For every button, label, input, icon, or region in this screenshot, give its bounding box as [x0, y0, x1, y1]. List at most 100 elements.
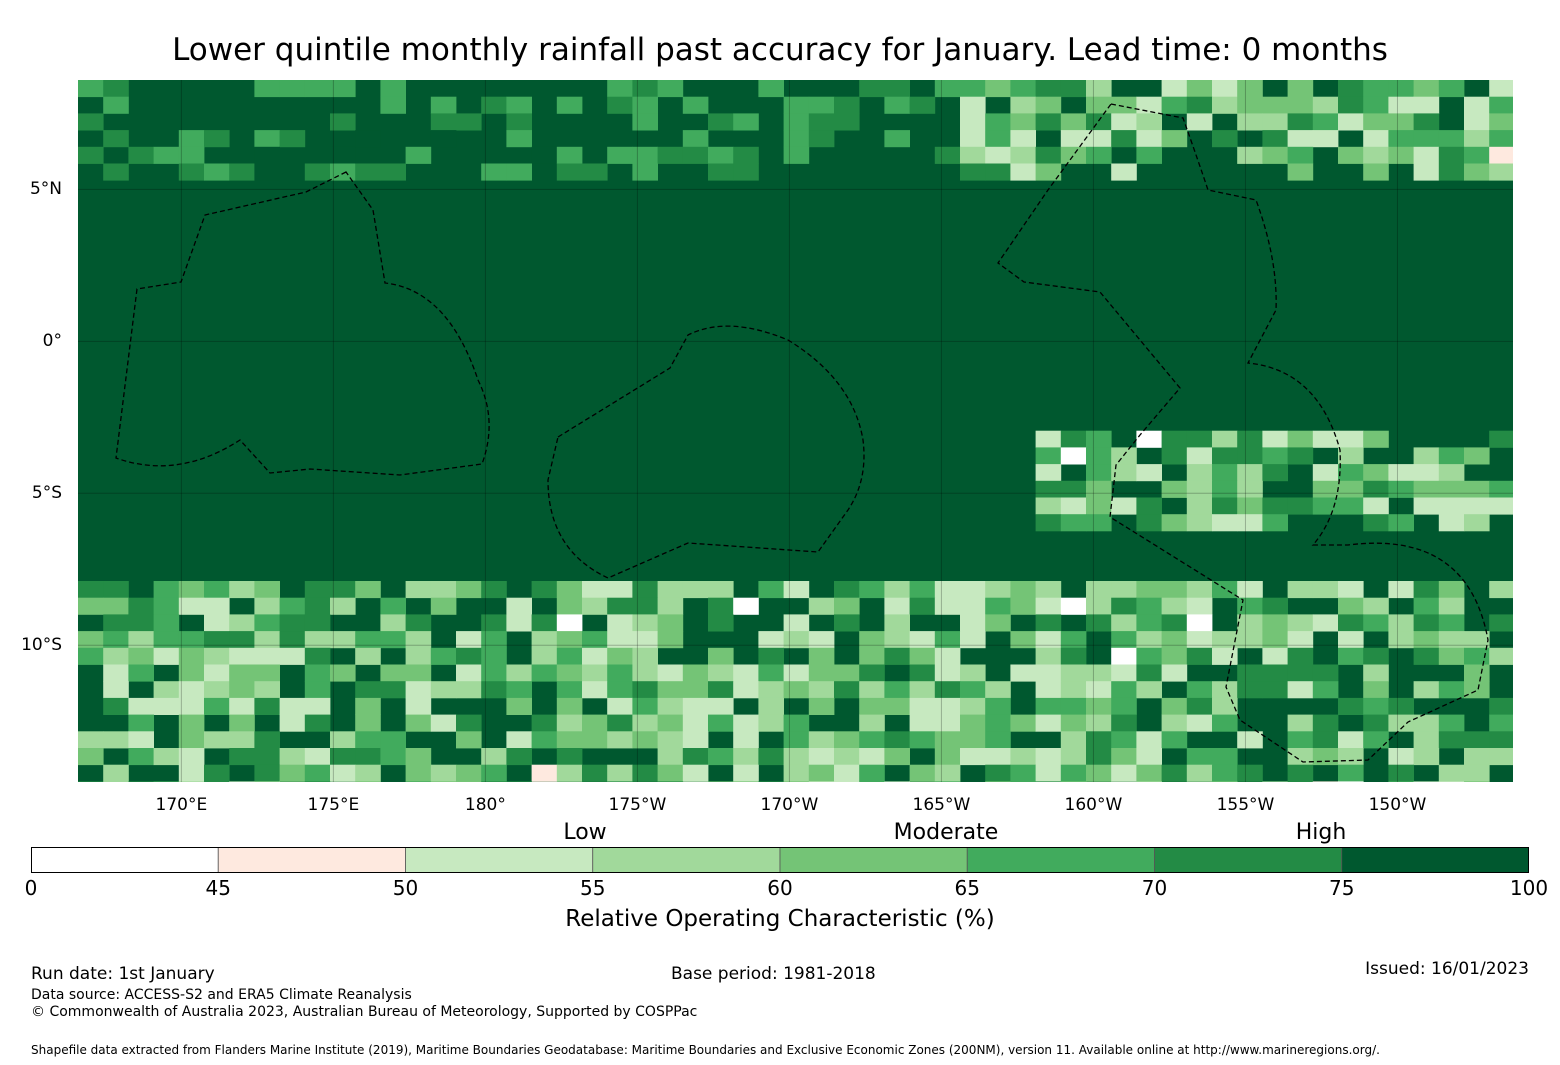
accuracy-cell [380, 163, 406, 181]
accuracy-cell [405, 714, 432, 732]
accuracy-cell [1212, 80, 1238, 98]
accuracy-cell [834, 581, 860, 599]
accuracy-cell [1086, 130, 1112, 148]
accuracy-cell [304, 80, 331, 98]
accuracy-cell [481, 614, 507, 632]
accuracy-cell [1312, 130, 1339, 148]
accuracy-cell [1161, 647, 1188, 665]
accuracy-cell [128, 664, 154, 682]
accuracy-cell [1388, 146, 1414, 164]
accuracy-cell [556, 146, 583, 164]
accuracy-cell [632, 714, 658, 732]
accuracy-cell [330, 597, 356, 615]
accuracy-cell [884, 631, 910, 649]
accuracy-cell [960, 697, 986, 715]
accuracy-cell [1363, 614, 1389, 632]
accuracy-cell [304, 764, 331, 782]
accuracy-cell [960, 731, 986, 749]
accuracy-cell [1464, 681, 1490, 699]
colorbar-bin [1341, 847, 1529, 873]
accuracy-cell [103, 130, 129, 148]
accuracy-cell [733, 681, 759, 699]
accuracy-cell [1312, 614, 1339, 632]
accuracy-cell [808, 731, 835, 749]
accuracy-cell [1111, 714, 1137, 732]
shapefile-credit: Shapefile data extracted from Flanders M… [31, 1043, 1380, 1057]
accuracy-cell [1237, 480, 1263, 498]
accuracy-cell [1136, 146, 1162, 164]
accuracy-cell [304, 614, 331, 632]
accuracy-cell [1287, 581, 1314, 599]
colorbar-bin [966, 847, 1155, 873]
accuracy-cell [405, 146, 432, 164]
accuracy-cell [1111, 647, 1137, 665]
accuracy-cell [128, 781, 154, 782]
accuracy-cell [204, 597, 230, 615]
accuracy-cell [1237, 681, 1263, 699]
accuracy-cell [985, 597, 1011, 615]
accuracy-cell [1464, 480, 1490, 498]
accuracy-cell [1212, 497, 1238, 515]
accuracy-cell [1438, 614, 1465, 632]
accuracy-cell [1086, 80, 1112, 98]
accuracy-cell [783, 614, 810, 632]
accuracy-cell [1161, 430, 1188, 448]
accuracy-cell [884, 130, 910, 148]
accuracy-cell [1363, 464, 1389, 482]
accuracy-cell [1111, 113, 1137, 131]
accuracy-cell [1287, 96, 1314, 114]
accuracy-cell [657, 146, 684, 164]
accuracy-cell [632, 697, 658, 715]
colorbar-tick-label: 55 [580, 876, 606, 900]
accuracy-cell [859, 781, 885, 782]
accuracy-cell [1262, 497, 1288, 515]
accuracy-cell [481, 631, 507, 649]
accuracy-cell [960, 113, 986, 131]
accuracy-cell [1212, 581, 1238, 599]
accuracy-cell [1060, 597, 1087, 615]
accuracy-cell [204, 731, 230, 749]
accuracy-cell [1438, 581, 1465, 599]
accuracy-cell [909, 764, 936, 782]
accuracy-cell [985, 714, 1011, 732]
accuracy-cell [178, 697, 205, 715]
accuracy-cell [1035, 647, 1062, 665]
accuracy-cell [884, 681, 910, 699]
accuracy-cell [1010, 96, 1036, 114]
accuracy-cell [506, 748, 532, 766]
accuracy-cell [607, 597, 633, 615]
accuracy-cell [506, 96, 532, 114]
accuracy-cell [1111, 631, 1137, 649]
accuracy-cell [1237, 430, 1263, 448]
accuracy-cell [1186, 748, 1213, 766]
accuracy-cell [960, 597, 986, 615]
accuracy-cell [1388, 581, 1414, 599]
accuracy-cell [405, 631, 432, 649]
accuracy-cell [1413, 614, 1440, 632]
accuracy-cell [1186, 497, 1213, 515]
accuracy-cell [1338, 80, 1364, 98]
accuracy-cell [960, 664, 986, 682]
accuracy-cell [1489, 130, 1513, 148]
accuracy-cell [1035, 96, 1062, 114]
accuracy-cell [1035, 430, 1062, 448]
accuracy-cell [456, 781, 482, 782]
accuracy-cell [1086, 514, 1112, 532]
accuracy-cell [430, 96, 457, 114]
accuracy-cell [783, 731, 810, 749]
accuracy-cell [733, 664, 759, 682]
accuracy-cell [607, 614, 633, 632]
accuracy-cell [456, 664, 482, 682]
accuracy-cell [1212, 130, 1238, 148]
accuracy-cell [1060, 447, 1087, 465]
accuracy-cell [1338, 497, 1364, 515]
accuracy-cell [1035, 163, 1062, 181]
accuracy-cell [128, 597, 154, 615]
accuracy-cell [1136, 647, 1162, 665]
accuracy-cell [506, 664, 532, 682]
accuracy-cell [708, 781, 734, 782]
accuracy-cell [1388, 631, 1414, 649]
accuracy-cell [128, 697, 154, 715]
accuracy-cell [1287, 764, 1314, 782]
accuracy-cell [531, 614, 558, 632]
